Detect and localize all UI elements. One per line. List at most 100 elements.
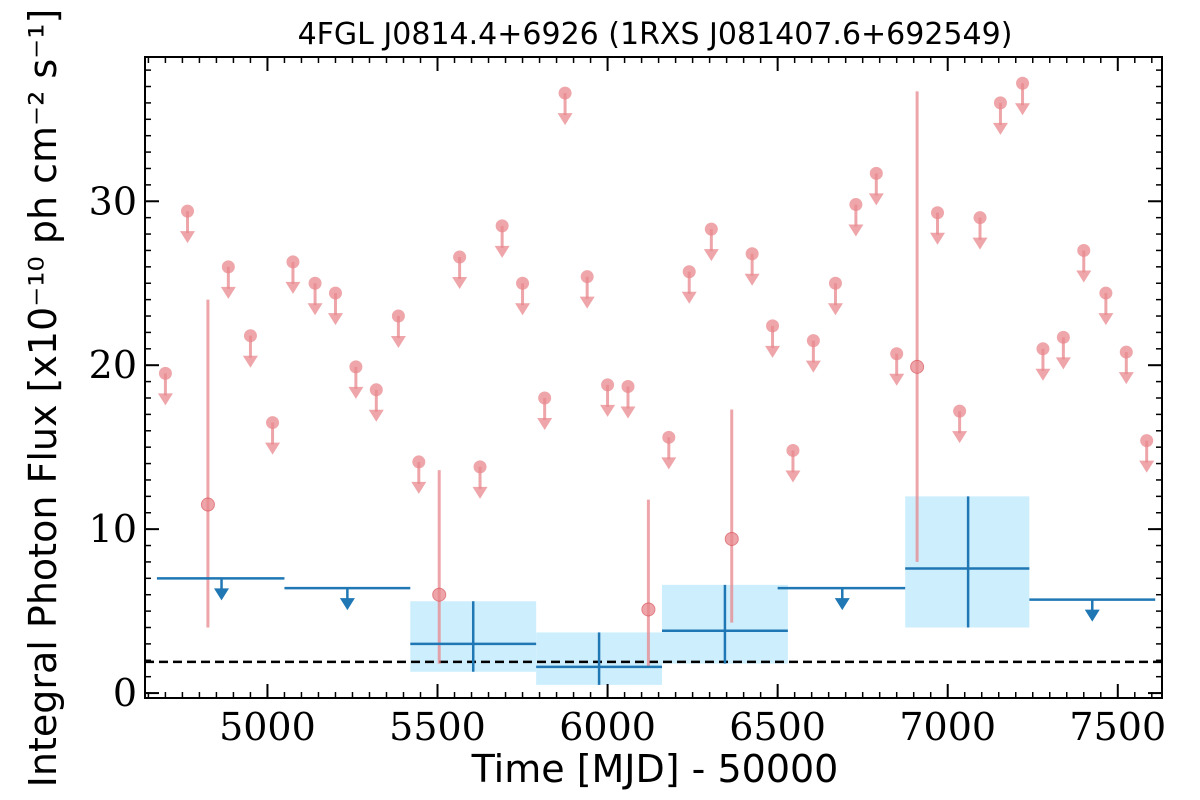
short-upper-limit-point [221, 260, 235, 274]
short-detection-point [641, 602, 656, 617]
x-tick-label: 7000 [899, 705, 996, 749]
short-detection-point [200, 497, 215, 512]
short-upper-limit-arrow [972, 237, 988, 250]
y-tick-label: 20 [89, 343, 137, 387]
short-upper-limit-point [1099, 286, 1113, 300]
short-upper-limit-arrow [992, 122, 1008, 135]
axis-ticks: 5000 5500 6000 6500 7000 7500 0 10 20 30 [89, 57, 1166, 749]
short-upper-limit-point [181, 204, 195, 218]
short-upper-limit-arrow [805, 360, 821, 373]
short-upper-limit-point [1119, 345, 1133, 359]
short-upper-limit-point [849, 198, 863, 212]
short-upper-limit-arrow [285, 281, 301, 294]
short-upper-limit-point [1140, 434, 1154, 448]
short-upper-limit-arrow [537, 417, 553, 430]
short-upper-limit-point [890, 347, 904, 361]
short-upper-limit-point [704, 222, 718, 236]
short-upper-limit-point [786, 443, 800, 457]
short-upper-limit-point [266, 416, 280, 430]
y-tick-label: 10 [89, 507, 137, 551]
short-upper-limit-point [993, 96, 1007, 110]
short-upper-limit-arrow [827, 303, 843, 316]
y-tick-label: 30 [89, 179, 137, 223]
short-upper-limit-point [558, 86, 572, 100]
short-upper-limit-point [869, 166, 883, 180]
short-upper-limit-point [662, 430, 676, 444]
short-upper-limit-point [1016, 76, 1030, 90]
short-upper-limit-arrow [1139, 460, 1155, 473]
short-upper-limit-arrow [220, 286, 236, 299]
short-upper-limit-point [453, 250, 467, 264]
short-upper-limit-point [973, 211, 987, 225]
long-upper-limit-arrow [339, 598, 355, 611]
short-upper-limit-arrow [557, 113, 573, 126]
short-upper-limit-point [601, 378, 615, 392]
short-upper-limit-arrow [744, 273, 760, 286]
x-tick-label: 7500 [1069, 705, 1166, 749]
short-upper-limit-arrow [930, 232, 946, 245]
x-tick-label: 5000 [219, 705, 316, 749]
short-upper-limit-arrow [368, 409, 384, 422]
long-upper-limit-arrow [214, 588, 230, 601]
short-upper-limit-arrow [868, 193, 884, 206]
short-upper-limit-arrow [472, 486, 488, 499]
short-upper-limit-arrow [515, 303, 531, 316]
short-upper-limit-arrow [411, 481, 427, 494]
long-upper-limit-arrow [834, 598, 850, 611]
short-upper-limit-arrow [327, 313, 343, 326]
plot-frame [144, 56, 1163, 699]
x-tick-label: 6500 [729, 705, 826, 749]
short-upper-limit-arrow [265, 442, 281, 455]
short-upper-limit-point [580, 270, 594, 284]
short-upper-limit-arrow [307, 303, 323, 316]
short-upper-limit-arrow [1015, 103, 1031, 116]
y-tick-label: 0 [113, 671, 137, 715]
short-upper-limit-point [1056, 330, 1070, 344]
short-upper-limit-point [745, 247, 759, 261]
short-upper-limit-point [1077, 243, 1091, 257]
short-upper-limit-point [621, 380, 635, 394]
short-upper-limit-arrow [681, 291, 697, 304]
short-upper-limit-arrow [1055, 357, 1071, 370]
short-upper-limit-point [158, 366, 172, 380]
short-upper-limit-arrow [848, 224, 864, 237]
short-upper-limit-arrow [242, 355, 258, 368]
short-upper-limit-arrow [1076, 270, 1092, 283]
short-upper-limit-arrow [1098, 313, 1114, 326]
short-detection-point [724, 531, 739, 546]
short-upper-limit-point [391, 309, 405, 323]
short-upper-limit-point [1036, 342, 1050, 356]
short-detection-point [910, 359, 925, 374]
short-upper-limit-arrow [600, 404, 616, 417]
short-upper-limit-point [766, 319, 780, 333]
x-axis-label: Time [MJD] - 50000 [471, 747, 839, 791]
short-upper-limit-point [369, 383, 383, 397]
chart-title: 4FGL J0814.4+6926 (1RXS J081407.6+692549… [298, 17, 1013, 52]
short-upper-limit-arrow [390, 336, 406, 349]
short-upper-limit-arrow [889, 373, 905, 386]
y-axis-label: Integral Photon Flux [x10⁻¹⁰ ph cm⁻² s⁻¹… [21, 9, 65, 788]
short-upper-limit-point [412, 455, 426, 469]
short-upper-limit-point [806, 334, 820, 348]
short-upper-limit-point [243, 329, 257, 343]
short-upper-limit-arrow [157, 393, 173, 406]
short-upper-limit-point [516, 276, 530, 290]
x-tick-label: 6000 [559, 705, 656, 749]
short-upper-limit-point [538, 391, 552, 405]
short-upper-limit-arrow [620, 406, 636, 419]
short-upper-limit-arrow [180, 231, 196, 244]
short-upper-limit-arrow [661, 457, 677, 470]
long-upper-limit-arrow [1084, 609, 1100, 622]
short-upper-limit-point [349, 360, 363, 374]
short-upper-limit-arrow [1035, 368, 1051, 381]
short-upper-limit-arrow [1118, 372, 1134, 385]
short-upper-limit-arrow [452, 277, 468, 290]
short-upper-limit-point [953, 404, 967, 418]
short-upper-limit-point [495, 219, 509, 233]
short-upper-limit-point [828, 276, 842, 290]
short-upper-limit-arrow [785, 470, 801, 483]
short-upper-limit-arrow [348, 386, 364, 399]
short-upper-limit-point [931, 206, 945, 220]
short-upper-limit-point [286, 255, 300, 269]
